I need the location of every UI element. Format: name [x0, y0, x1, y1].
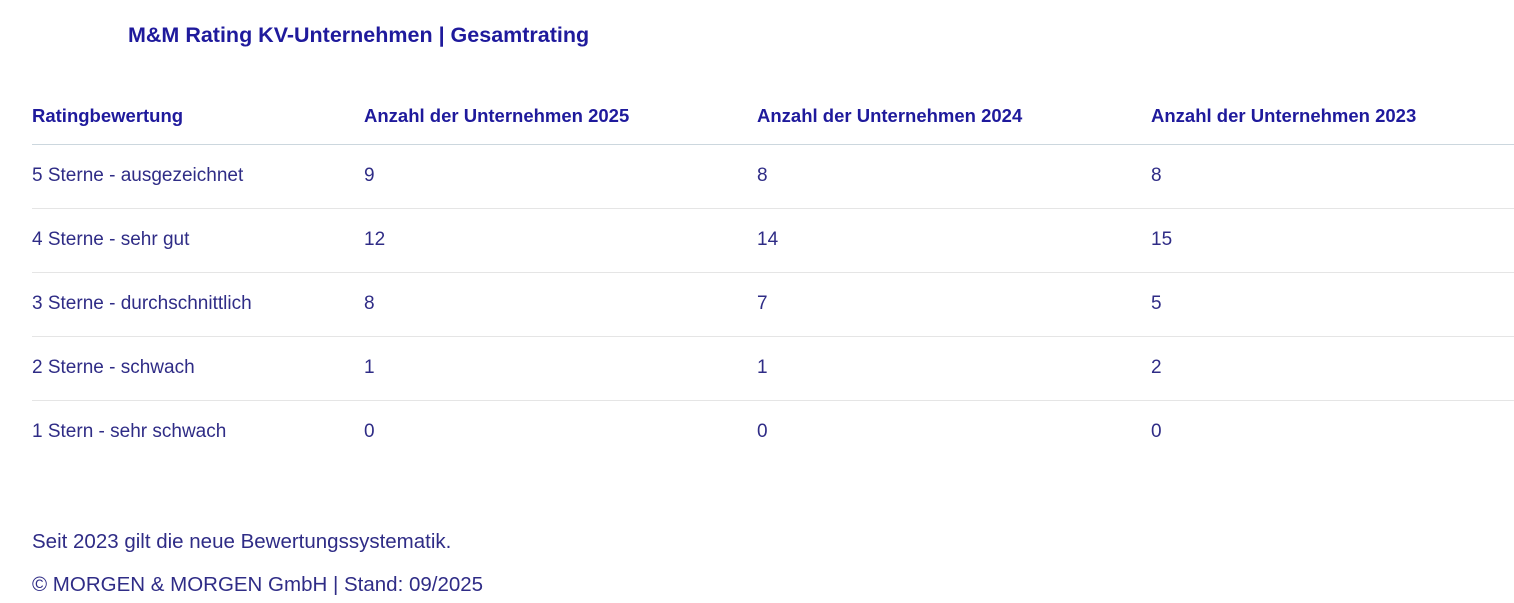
rating-label-cell: 5 Sterne - ausgezeichnet	[32, 144, 364, 209]
table-row: 1 Stern - sehr schwach 0 0 0	[32, 401, 1514, 465]
column-header-anzahl-2025: Anzahl der Unternehmen 2025	[364, 105, 757, 145]
count-2025-cell: 9	[364, 144, 757, 209]
count-2024-cell: 8	[757, 144, 1151, 209]
count-2024-cell: 1	[757, 336, 1151, 401]
page-title: M&M Rating KV-Unternehmen | Gesamtrating	[128, 23, 590, 47]
count-2023-cell: 15	[1151, 208, 1514, 273]
table-row: 4 Sterne - sehr gut 12 14 15	[32, 208, 1514, 273]
count-2023-cell: 2	[1151, 336, 1514, 401]
column-header-ratingbewertung: Ratingbewertung	[32, 105, 364, 145]
column-header-anzahl-2024: Anzahl der Unternehmen 2024	[757, 105, 1151, 145]
rating-label-cell: 2 Sterne - schwach	[32, 336, 364, 401]
rating-label-cell: 3 Sterne - durchschnittlich	[32, 272, 364, 337]
count-2023-cell: 5	[1151, 272, 1514, 337]
count-2024-cell: 7	[757, 272, 1151, 337]
count-2025-cell: 8	[364, 272, 757, 337]
count-2023-cell: 0	[1151, 421, 1162, 442]
count-2025-cell: 12	[364, 208, 757, 273]
rating-table: Ratingbewertung Anzahl der Unternehmen 2…	[32, 105, 1514, 464]
table-row: 5 Sterne - ausgezeichnet 9 8 8	[32, 144, 1514, 209]
column-header-anzahl-2023: Anzahl der Unternehmen 2023	[1151, 105, 1514, 145]
footnote: Seit 2023 gilt die neue Bewertungssystem…	[32, 530, 452, 553]
table-row: 2 Sterne - schwach 1 1 2	[32, 336, 1514, 401]
count-2024-cell: 0	[757, 421, 768, 442]
count-2025-cell: 0	[364, 421, 375, 442]
count-2023-cell: 8	[1151, 144, 1514, 209]
table-header-row: Ratingbewertung Anzahl der Unternehmen 2…	[32, 105, 1514, 145]
count-2024-cell: 14	[757, 208, 1151, 273]
rating-label-cell: 4 Sterne - sehr gut	[32, 208, 364, 273]
rating-label-cell: 1 Stern - sehr schwach	[32, 421, 227, 442]
table-row: 3 Sterne - durchschnittlich 8 7 5	[32, 272, 1514, 337]
copyright: © MORGEN & MORGEN GmbH | Stand: 09/2025	[32, 573, 484, 596]
footer: Seit 2023 gilt die neue Bewertungssystem…	[32, 520, 1514, 603]
count-2025-cell: 1	[364, 336, 757, 401]
